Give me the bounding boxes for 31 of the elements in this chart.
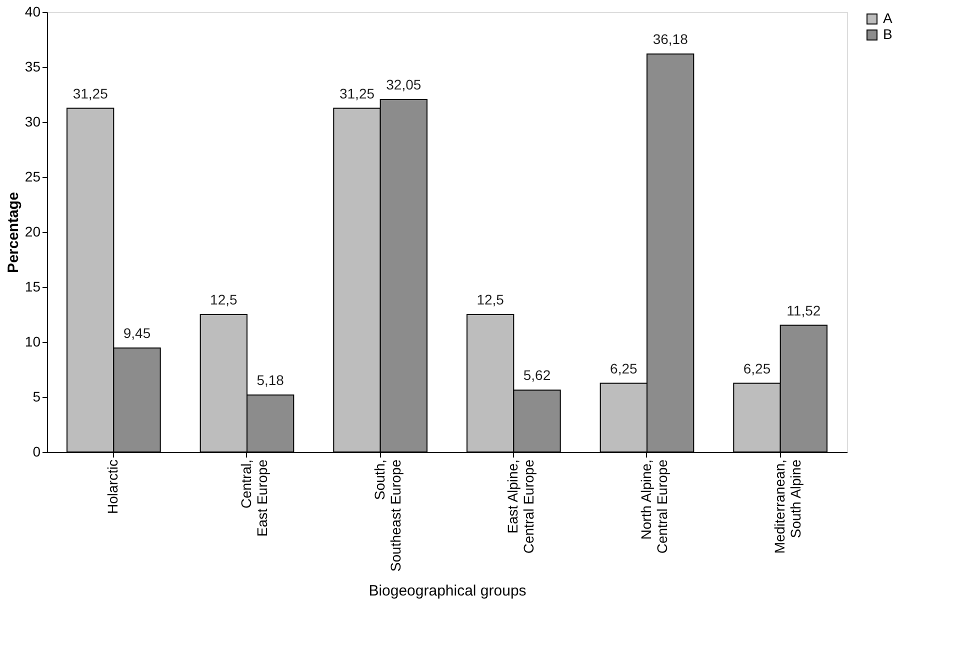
- legend-label: A: [883, 10, 893, 26]
- data-label: 12,5: [476, 292, 504, 308]
- x-tick-label: South, Southeast Europe: [371, 459, 404, 572]
- y-tick-label: 40: [24, 4, 41, 20]
- y-tick-label: 10: [24, 334, 41, 350]
- x-tick-label: Central, East Europe: [238, 459, 270, 537]
- y-axis-title: Percentage: [4, 192, 22, 273]
- y-tick-label: 20: [24, 224, 41, 240]
- y-tick-label: 35: [24, 58, 41, 74]
- data-label: 5,62: [523, 367, 551, 384]
- x-axis-title: Biogeographical groups: [368, 582, 526, 600]
- data-label: 31,25: [72, 85, 108, 102]
- x-tick-label: East Alpine, Central Europe: [504, 459, 537, 554]
- data-label: 12,5: [210, 292, 238, 308]
- data-label: 11,52: [786, 302, 821, 318]
- y-tick-label: 15: [24, 278, 41, 294]
- data-label: 32,05: [386, 76, 422, 92]
- x-tick-label: Holarctic: [104, 460, 121, 514]
- data-label: 36,18: [652, 31, 688, 48]
- x-tick-label: North Alpine, Central Europe: [638, 459, 670, 554]
- data-label: 31,25: [339, 85, 375, 102]
- data-label: 6,25: [743, 360, 771, 376]
- y-tick-label: 0: [32, 444, 41, 460]
- x-tick-label: Mediterranean, South Alpine: [771, 459, 804, 554]
- y-tick-label: 25: [24, 168, 41, 184]
- data-label: 6,25: [610, 360, 638, 376]
- data-label: 9,45: [123, 325, 151, 342]
- legend-label: B: [883, 26, 892, 42]
- data-label: 5,18: [256, 372, 284, 388]
- y-tick-label: 30: [24, 114, 41, 130]
- y-tick-label: 5: [32, 388, 41, 404]
